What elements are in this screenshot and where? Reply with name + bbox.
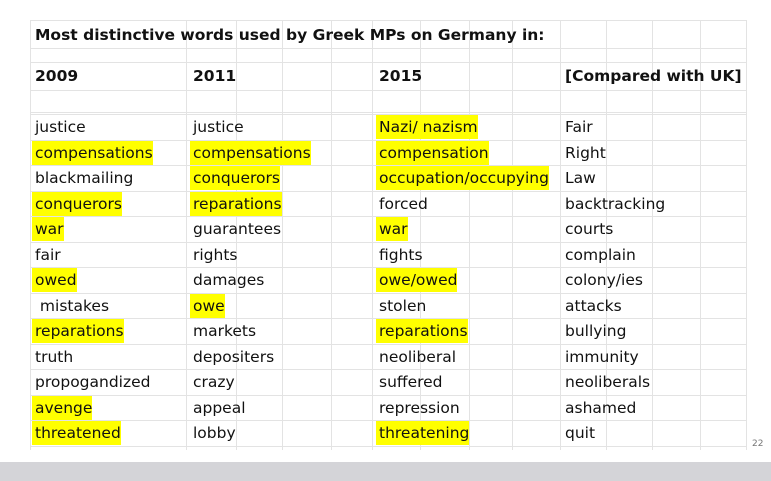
word-cell: neoliberal bbox=[379, 347, 457, 366]
word-cell: conquerors bbox=[32, 191, 122, 216]
word-cell: markets bbox=[193, 322, 257, 340]
column-header-2015: 2015 bbox=[379, 67, 423, 85]
word-cell: war bbox=[32, 217, 64, 241]
grid-line bbox=[30, 112, 746, 113]
grid-line bbox=[700, 20, 701, 450]
grid-line bbox=[30, 267, 746, 268]
grid-line bbox=[372, 20, 373, 450]
word-cell: justice bbox=[35, 118, 86, 136]
grid-line bbox=[30, 446, 746, 447]
word-cell: compensations bbox=[32, 140, 153, 165]
word-cell: Law bbox=[565, 169, 596, 187]
word-cell: reparations bbox=[32, 319, 124, 343]
word-cell: Fair bbox=[565, 118, 593, 136]
grid-line bbox=[30, 344, 746, 345]
slide: Most distinctive words used by Greek MPs… bbox=[30, 20, 764, 450]
grid-line bbox=[652, 20, 653, 450]
grid-line bbox=[30, 114, 746, 115]
bottom-bar bbox=[0, 462, 771, 481]
column-header-2009: 2009 bbox=[35, 67, 79, 85]
word-cell: threatening bbox=[376, 421, 470, 445]
grid-line bbox=[30, 48, 746, 49]
grid-line bbox=[30, 293, 746, 294]
grid-line bbox=[30, 395, 746, 396]
word-cell: Nazi/ nazism bbox=[376, 115, 478, 139]
grid-line bbox=[30, 20, 31, 450]
word-cell: truth bbox=[35, 347, 74, 366]
word-cell: stolen bbox=[379, 296, 427, 315]
word-cell: avenge bbox=[32, 395, 93, 420]
grid-line bbox=[469, 20, 470, 450]
word-cell: suffered bbox=[379, 373, 443, 391]
grid-line bbox=[30, 90, 746, 91]
grid-line bbox=[746, 20, 747, 450]
grid-line bbox=[606, 20, 607, 450]
word-cell: war bbox=[376, 217, 408, 241]
grid-line bbox=[30, 369, 746, 370]
word-cell: owed bbox=[32, 268, 77, 292]
word-cell: appeal bbox=[193, 398, 246, 417]
word-cell: attacks bbox=[565, 296, 622, 315]
grid-line bbox=[30, 62, 746, 63]
grid-line bbox=[30, 242, 746, 243]
word-cell: occupation/occupying bbox=[376, 166, 549, 190]
word-cell: forced bbox=[379, 194, 428, 213]
column-header-compared-with-uk: [Compared with UK] bbox=[565, 67, 742, 85]
grid-line bbox=[30, 420, 746, 421]
word-cell: owe/owed bbox=[376, 268, 458, 292]
word-cell: reparations bbox=[190, 191, 282, 216]
word-cell: rights bbox=[193, 245, 238, 264]
grid-line bbox=[186, 20, 187, 450]
word-cell: ashamed bbox=[565, 398, 637, 417]
page-number: 22 bbox=[752, 439, 764, 449]
word-cell: threatened bbox=[32, 421, 121, 445]
grid-line bbox=[282, 20, 283, 450]
column-header-2011: 2011 bbox=[193, 67, 237, 85]
word-cell: crazy bbox=[193, 373, 235, 391]
word-cell: Right bbox=[565, 143, 606, 162]
word-cell: owe bbox=[190, 293, 225, 318]
word-cell: depositers bbox=[193, 347, 275, 366]
word-cell: compensations bbox=[190, 140, 311, 165]
grid-line bbox=[30, 318, 746, 319]
grid-line bbox=[331, 20, 332, 450]
grid-line bbox=[512, 20, 513, 450]
word-cell: fights bbox=[379, 245, 423, 264]
word-cell: guarantees bbox=[193, 220, 282, 238]
word-cell: quit bbox=[565, 424, 596, 442]
grid-line bbox=[30, 191, 746, 192]
word-cell: propogandized bbox=[35, 373, 151, 391]
word-cell: backtracking bbox=[565, 194, 666, 213]
grid-line bbox=[30, 20, 746, 21]
word-cell: compensation bbox=[376, 140, 489, 165]
slide-title: Most distinctive words used by Greek MPs… bbox=[35, 26, 545, 44]
grid-line bbox=[560, 20, 561, 450]
grid-line bbox=[30, 165, 746, 166]
word-cell: lobby bbox=[193, 424, 236, 442]
grid-line bbox=[420, 20, 421, 450]
grid-line bbox=[30, 216, 746, 217]
word-cell: conquerors bbox=[190, 166, 280, 190]
word-cell: reparations bbox=[376, 319, 468, 343]
word-cell: bullying bbox=[565, 322, 627, 340]
word-cell: justice bbox=[193, 118, 244, 136]
word-cell: blackmailing bbox=[35, 169, 134, 187]
word-cell: fair bbox=[35, 245, 61, 264]
word-cell: mistakes bbox=[35, 296, 110, 315]
word-cell: colony/ies bbox=[565, 271, 643, 289]
word-cell: damages bbox=[193, 271, 265, 289]
word-cell: repression bbox=[379, 398, 460, 417]
word-cell: courts bbox=[565, 220, 614, 238]
word-cell: neoliberals bbox=[565, 373, 651, 391]
word-cell: complain bbox=[565, 245, 636, 264]
grid-line bbox=[236, 20, 237, 450]
word-cell: immunity bbox=[565, 347, 639, 366]
